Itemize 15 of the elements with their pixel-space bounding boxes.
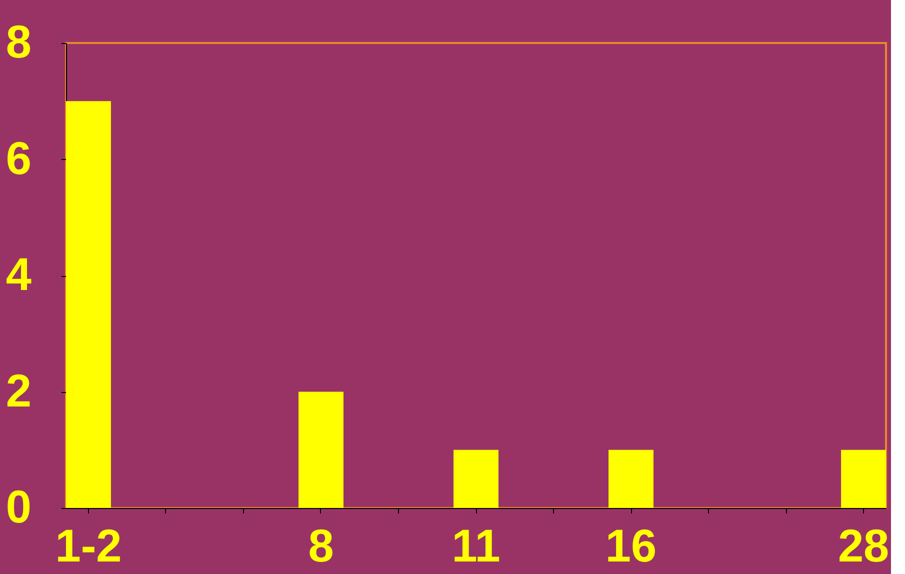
bar	[454, 450, 498, 508]
x-tick-label: 8	[308, 520, 334, 572]
x-tick-label: 28	[838, 520, 890, 572]
bar	[298, 392, 344, 508]
bar	[608, 450, 654, 508]
y-tick-label: 0	[6, 480, 32, 532]
y-tick-label: 2	[6, 364, 32, 416]
x-tick-label: 16	[605, 520, 657, 572]
x-tick-label: 1-2	[55, 520, 122, 572]
bar	[841, 450, 886, 508]
y-tick-label: 8	[6, 16, 32, 68]
x-tick-label: 11	[452, 520, 500, 572]
bar	[66, 101, 111, 508]
y-tick-label: 6	[6, 132, 32, 184]
y-tick-label: 4	[6, 248, 32, 300]
